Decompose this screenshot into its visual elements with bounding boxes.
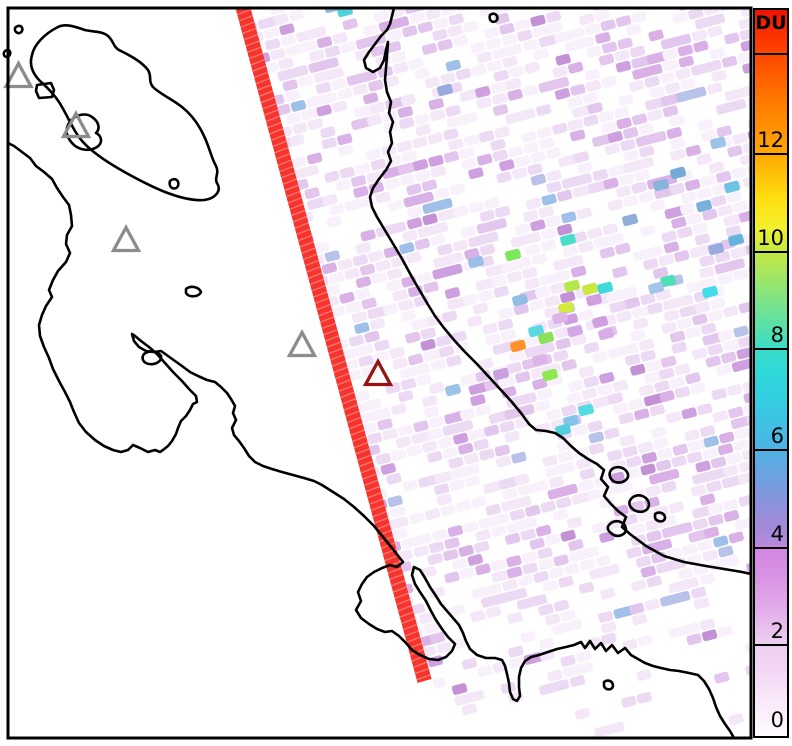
volcano-triangle (286, 329, 318, 358)
hotspot-pixel (560, 233, 576, 247)
colorbar-tick-line (755, 644, 787, 646)
islet-coastal (184, 285, 203, 298)
hotspot-pixel (532, 353, 549, 367)
hotspot-pixel (724, 180, 741, 194)
small-lake-west (34, 81, 56, 100)
coastlines (2, 6, 753, 740)
volcano-triangle (60, 110, 92, 139)
swath-edge-stripe (235, 6, 432, 683)
gulf-lagoon (141, 350, 163, 366)
hotspot-pixel (586, 293, 603, 307)
hotspot-pixel (702, 285, 719, 299)
volcano-triangle (3, 60, 34, 89)
hotspot-pixel (564, 279, 581, 293)
colorbar-title: DU (755, 12, 787, 34)
hotspot-pixel (538, 331, 555, 345)
colorbar-tick-label-10: 10 (757, 226, 784, 250)
hotspot-pixel (542, 368, 559, 382)
hotspot-pixel (648, 281, 665, 295)
hotspot-pixel (336, 8, 353, 18)
hotspot-pixel (505, 248, 521, 262)
volcano-triangle (110, 224, 142, 253)
hotspot-pixel (708, 242, 725, 256)
hotspot-pixel (597, 281, 614, 295)
colorbar-tick-label-12: 12 (757, 128, 784, 152)
islet-northwest (13, 24, 24, 35)
hotspot-pixel (437, 83, 453, 97)
colorbar-tick-line (755, 547, 787, 549)
hotspot-pixel (592, 315, 609, 329)
islet-south (602, 679, 615, 691)
hotspot-pixel (468, 255, 484, 269)
hotspot-pixel (510, 339, 526, 353)
hotspot-pixel (598, 327, 615, 341)
colorbar-tick-label-2: 2 (770, 619, 784, 643)
lagoon-blob-3 (606, 519, 628, 538)
hotspot-pixel (552, 311, 569, 325)
islet-top-right (488, 12, 499, 24)
colorbar-tick-label-8: 8 (770, 323, 784, 347)
hotspot-pixel (528, 324, 544, 338)
hotspot-pixel (653, 178, 670, 192)
colorbar-tick-line (755, 251, 787, 253)
hotspot-pixel (567, 324, 584, 338)
hotspot-pixel (493, 367, 509, 381)
hotspot-pixel (323, 8, 340, 14)
lake-island-ometepe (65, 113, 103, 152)
lake-outline (29, 24, 220, 202)
colorbar-gradient (755, 10, 787, 736)
hotspot-pixel (728, 233, 745, 247)
colorbar-tick-line (755, 153, 787, 155)
colorbar-tick-line (755, 348, 787, 350)
volcano-triangle-alert (362, 358, 394, 387)
volcano-markers (3, 60, 394, 387)
hotspot-pixel (622, 213, 639, 227)
hotspot-pixel (660, 274, 677, 288)
caribbean-coastline (362, 6, 753, 576)
hotspot-pixel (696, 199, 713, 213)
hotspot-pixel (582, 282, 599, 296)
pixel-field (250, 8, 751, 738)
hotspot-pixel (670, 166, 687, 180)
colorbar-tick-label-0: 0 (770, 708, 784, 732)
islet-east (653, 511, 667, 523)
colorbar-tick-label-4: 4 (770, 522, 784, 546)
hotspot-pixel (578, 403, 595, 417)
hotspot-pixel (558, 301, 575, 315)
colorbar: DU 12 10 8 6 4 2 0 (753, 8, 789, 738)
colorbar-tick-label-6: 6 (770, 424, 784, 448)
hotspot-pixel (555, 423, 572, 437)
colorbar-boundary-line (755, 53, 787, 55)
hotspot-pixel (512, 293, 528, 307)
colorbar-tick-line (755, 449, 787, 451)
lagoon-blob-2 (628, 494, 651, 514)
hotspot-pixel (710, 136, 727, 150)
islet-southeast-of-lake (168, 177, 180, 190)
lagoon-blob-1 (608, 465, 630, 484)
pacific-coastline (6, 141, 736, 740)
map-frame (6, 6, 753, 740)
hotspot-pixel (445, 383, 461, 397)
